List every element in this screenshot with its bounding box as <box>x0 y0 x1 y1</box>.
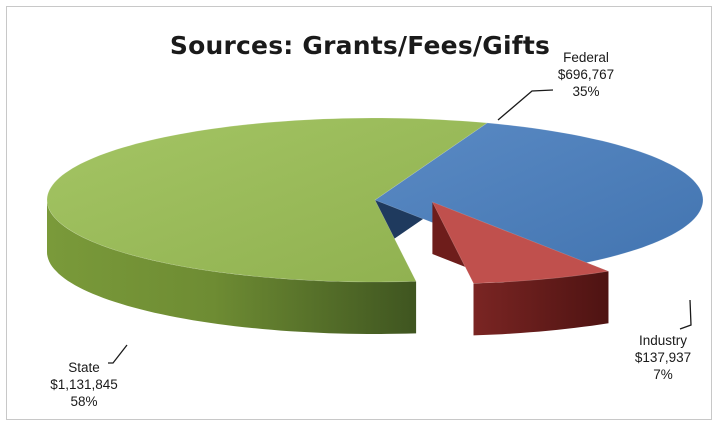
data-label-industry-name: Industry <box>639 333 687 348</box>
data-label-industry-value-label: $137,937 <box>635 350 691 365</box>
chart-title: Sources: Grants/Fees/Gifts <box>169 31 551 60</box>
slice-federal <box>374 122 704 270</box>
data-label-state-value-label: $1,131,845 <box>50 377 118 392</box>
leader-lines <box>108 89 692 364</box>
slice-industry <box>431 201 610 284</box>
data-label-federal-name: Federal <box>563 50 609 65</box>
slice-side-state <box>47 200 417 334</box>
slice-side-industry <box>473 271 609 336</box>
data-label-industry-percent-label: 7% <box>653 367 673 382</box>
pie-slices <box>46 117 704 336</box>
data-labels: Federal $696,767 35% Industry $137,937 7% Stat… <box>50 50 691 409</box>
slice-state <box>46 117 489 283</box>
leader-line-federal <box>497 89 554 121</box>
data-label-federal-percent-label: 35% <box>572 84 599 99</box>
data-label-federal-value-label: $696,767 <box>558 67 614 82</box>
leader-line-state <box>108 344 128 364</box>
data-label-state-percent-label: 58% <box>70 394 97 409</box>
data-label-state-name: State <box>68 360 100 375</box>
leader-line-industry <box>679 299 692 330</box>
